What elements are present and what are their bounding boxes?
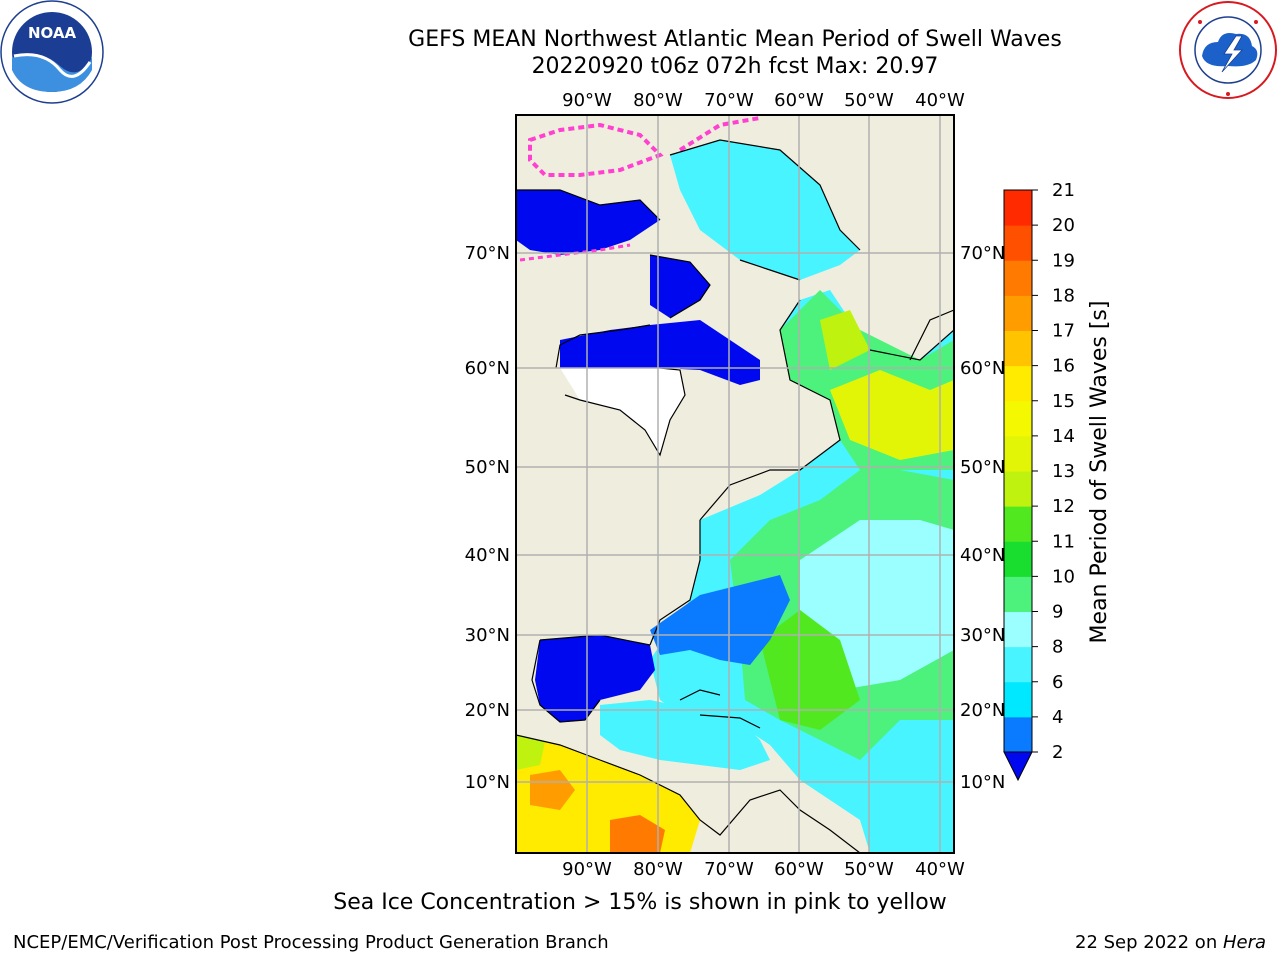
colorbar-bin — [1004, 541, 1032, 577]
sea-ice-pink-2 — [678, 116, 761, 152]
lat-label-left: 60°N — [465, 358, 510, 379]
map-gridlines — [516, 115, 954, 853]
gulf-of-mexico-field — [535, 635, 655, 722]
lat-label-right: 40°N — [960, 545, 1005, 566]
colorbar-bin — [1004, 330, 1032, 367]
lon-label-top: 50°W — [844, 90, 894, 111]
colorbar-under-triangle — [1003, 751, 1033, 782]
arctic-channels-field — [516, 190, 660, 255]
colorbar-title: Mean Period of Swell Waves [s] — [1087, 301, 1112, 644]
lat-label-left: 30°N — [465, 625, 510, 646]
colorbar-tick-labels: 21 20 19 18 17 16 15 14 13 12 11 10 9 8 6 4 2 — [1032, 180, 1075, 763]
lon-label-bottom: 60°W — [774, 859, 824, 880]
lat-label-left: 70°N — [465, 243, 510, 264]
colorbar-bin — [1004, 611, 1032, 648]
lat-labels-left: 70°N 60°N 50°N 40°N 30°N 20°N 10°N — [465, 243, 510, 793]
lon-label-bottom: 50°W — [844, 859, 894, 880]
colorbar-bin — [1004, 506, 1032, 542]
colorbar-tick-label: 11 — [1052, 531, 1075, 552]
noaa-logo-text: NOAA — [28, 24, 77, 42]
footer-credit: NCEP/EMC/Verification Post Processing Pr… — [13, 932, 609, 953]
colorbar-tick-label: 10 — [1052, 566, 1075, 587]
colorbar-tick-label: 14 — [1052, 426, 1075, 447]
gulf-stream-low-period — [650, 575, 790, 665]
lat-label-left: 10°N — [465, 772, 510, 793]
colorbar-bin — [1004, 576, 1032, 612]
colorbar-tick-label: 6 — [1052, 672, 1063, 693]
sea-ice-pink — [528, 122, 664, 177]
coastlines — [516, 139, 954, 853]
colorbar-bin — [1004, 716, 1032, 753]
colorbar-bin — [1004, 435, 1032, 472]
colorbar-bin — [1004, 365, 1032, 402]
noaa-logo: NOAA — [0, 0, 104, 104]
colorbar-tick-label: 9 — [1052, 602, 1063, 623]
colorbar-bin — [1004, 681, 1032, 718]
south-america-orange-2 — [610, 815, 665, 853]
colorbar-bin — [1004, 225, 1032, 261]
lon-label-bottom: 70°W — [704, 859, 754, 880]
lon-labels-bottom: 90°W 80°W 70°W 60°W 50°W 40°W — [562, 859, 965, 880]
nws-logo — [1179, 1, 1277, 99]
lat-label-right: 70°N — [960, 243, 1005, 264]
colorbar-bin — [1004, 471, 1032, 507]
foxe-basin-field — [650, 255, 710, 318]
lon-labels-top: 90°W 80°W 70°W 60°W 50°W 40°W — [562, 90, 965, 111]
colorbar-tick-label: 16 — [1052, 356, 1075, 377]
colorbar-tick-label: 19 — [1052, 250, 1075, 271]
lat-label-right: 20°N — [960, 700, 1005, 721]
colorbar-tick-label: 17 — [1052, 321, 1075, 342]
plot-subtitle: 20220920 t06z 072h fcst Max: 20.97 — [531, 54, 939, 79]
colorbar-tick-label: 8 — [1052, 637, 1063, 658]
colorbar-tick-label: 4 — [1052, 707, 1063, 728]
colorbar-tick-label: 21 — [1052, 180, 1075, 201]
lat-label-right: 60°N — [960, 358, 1005, 379]
colorbar-tick-label: 15 — [1052, 391, 1075, 412]
south-america-green — [516, 735, 545, 770]
lon-label-top: 70°W — [704, 90, 754, 111]
swell-band-yellow — [830, 370, 954, 460]
lon-label-bottom: 90°W — [562, 859, 612, 880]
colorbar-tick-label: 2 — [1052, 742, 1063, 763]
baffin-bay-field — [670, 140, 860, 280]
lon-label-bottom: 40°W — [915, 859, 965, 880]
lat-label-left: 20°N — [465, 700, 510, 721]
footer-host: Hera — [1222, 932, 1266, 953]
lon-label-top: 60°W — [774, 90, 824, 111]
lat-labels-right: 70°N 60°N 50°N 40°N 30°N 20°N 10°N — [960, 243, 1005, 793]
lon-label-bottom: 80°W — [633, 859, 683, 880]
swell-band-lime — [760, 610, 860, 730]
colorbar-tick-label: 12 — [1052, 496, 1075, 517]
south-america-orange — [530, 770, 575, 810]
footer-date: 22 Sep 2022 on Hera — [1075, 932, 1266, 953]
lat-label-right: 30°N — [960, 625, 1005, 646]
colorbar-bin — [1004, 646, 1032, 683]
lat-label-left: 40°N — [465, 545, 510, 566]
colorbar-tick-label: 13 — [1052, 461, 1075, 482]
colorbar-tick-label: 18 — [1052, 285, 1075, 306]
colorbar-bin — [1004, 260, 1032, 296]
colorbar-tick-label: 20 — [1052, 215, 1075, 236]
colorbar-bin — [1004, 295, 1032, 331]
sea-ice-pink-3 — [519, 243, 631, 262]
plot-title: GEFS MEAN Northwest Atlantic Mean Period… — [408, 27, 1062, 52]
lat-label-right: 10°N — [960, 772, 1005, 793]
colorbar-bin — [1004, 190, 1032, 226]
colorbar — [1003, 189, 1033, 782]
sea-ice-note: Sea Ice Concentration > 15% is shown in … — [333, 890, 947, 915]
map-frame — [515, 114, 955, 854]
lon-label-top: 80°W — [633, 90, 683, 111]
lon-label-top: 90°W — [562, 90, 612, 111]
footer-date-text: 22 Sep 2022 on — [1075, 932, 1223, 953]
colorbar-bin — [1004, 400, 1032, 437]
lon-label-top: 40°W — [915, 90, 965, 111]
lat-label-left: 50°N — [465, 457, 510, 478]
lat-label-right: 50°N — [960, 457, 1005, 478]
swell-band-lime-north — [820, 310, 870, 370]
